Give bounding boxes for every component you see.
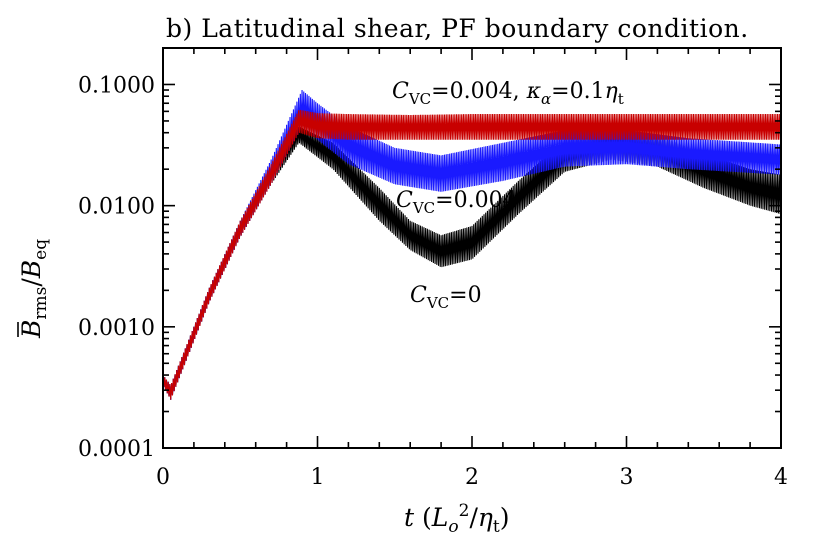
x-axis-label: t (Lo2/ηt) [404,501,509,537]
y-tick-label: 0.0010 [78,316,155,341]
annotation-red: CVC=0.004, κα=0.1ηt [392,79,624,108]
annotation-black: CVC=0 [410,283,482,312]
y-axis-label: Brms/Beq [17,239,51,339]
y-tick-label: 0.0100 [78,195,155,220]
svg-text:Brms/Beq: Brms/Beq [17,239,51,339]
y-tick-label: 0.0001 [78,437,155,462]
x-tick-label: 2 [465,465,479,490]
x-tick-label: 4 [774,465,788,490]
series-bands [162,90,782,400]
axis-ticks: 0 1 2 3 4 0.0001 0.0010 0.0100 0.1000 [78,47,788,490]
series-c-vc-0-004 [162,90,782,400]
y-tick-label: 0.1000 [78,73,155,98]
plot-frame [162,47,782,449]
series-line [162,109,782,400]
series-line [162,90,782,400]
chart-title: b) Latitudinal shear, PF boundary condit… [166,14,749,43]
series-c-vc-0-004-0-1-t [162,109,782,400]
x-tick-label: 3 [620,465,634,490]
x-tick-label: 0 [156,465,170,490]
x-tick-label: 1 [311,465,325,490]
annotation-blue: CVC=0.004 [396,188,517,217]
